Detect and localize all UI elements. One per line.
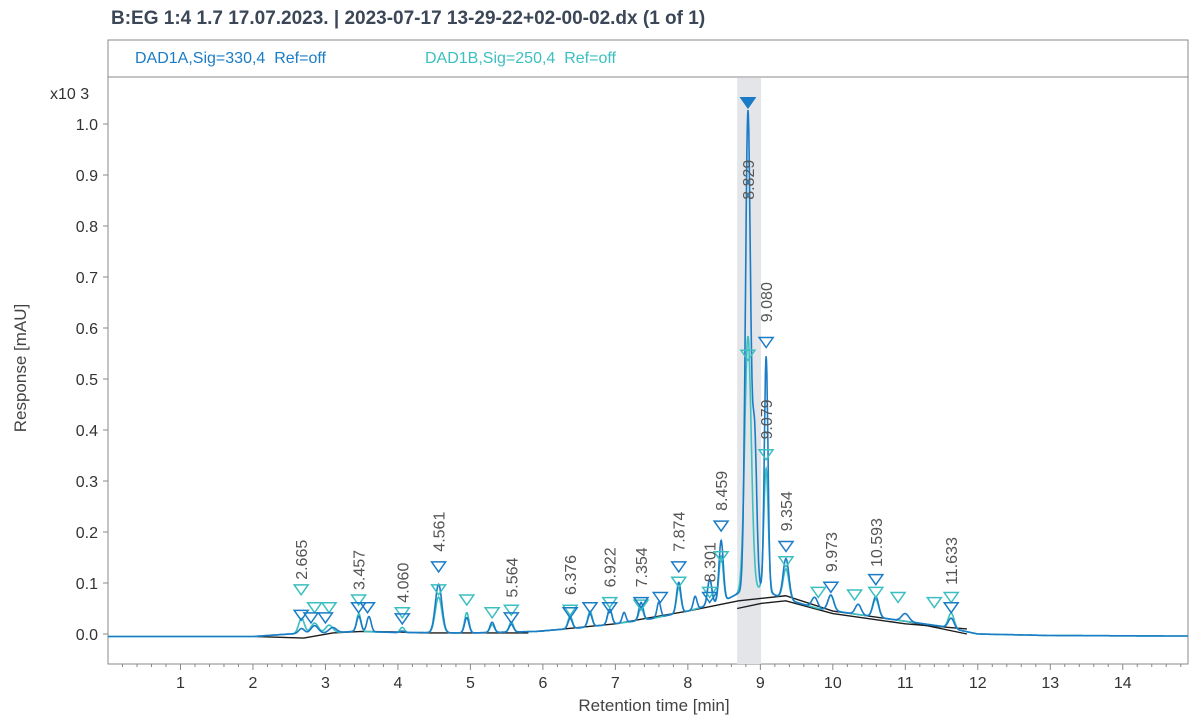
- x-tick-label: 8: [683, 675, 692, 692]
- peak-marker-dad1b[interactable]: [430, 584, 448, 597]
- peak-marker-dad1a[interactable]: [302, 612, 320, 625]
- peak-marker-dad1b[interactable]: [350, 594, 368, 607]
- peak-label: 8.829: [741, 160, 758, 200]
- x-tick-label: 12: [969, 675, 987, 692]
- peak-marker-dad1a[interactable]: [317, 612, 334, 625]
- peak-marker-dad1b[interactable]: [561, 604, 579, 617]
- x-tick-label: 10: [824, 675, 842, 692]
- x-tick-label: 7: [611, 675, 620, 692]
- peak-marker-dad1b[interactable]: [757, 448, 775, 462]
- x-tick-label: 9: [756, 675, 765, 692]
- peak-label: 9.079: [759, 399, 776, 439]
- peak-marker-dad1a[interactable]: [561, 607, 579, 620]
- peak-marker-dad1b[interactable]: [777, 556, 795, 569]
- peak-marker-dad1a[interactable]: [701, 591, 719, 604]
- peak-marker-dad1b[interactable]: [320, 601, 338, 615]
- x-tick-label: 5: [466, 675, 475, 692]
- y-tick-label: 0.6: [76, 321, 98, 338]
- y-axis-label: Response [mAU]: [11, 304, 30, 433]
- peak-marker-dad1b[interactable]: [889, 591, 907, 604]
- peak-label: 9.973: [824, 532, 841, 572]
- peak-marker-dad1a[interactable]: [601, 601, 619, 615]
- peak-marker-dad1b[interactable]: [292, 584, 310, 597]
- peak-label: 4.060: [395, 563, 412, 603]
- peak-marker-dad1b[interactable]: [306, 601, 324, 615]
- peak-marker-dad1a[interactable]: [739, 97, 757, 110]
- x-axis-label: Retention time [min]: [578, 696, 729, 715]
- peak-label: 9.354: [779, 491, 796, 531]
- peak-label: 10.593: [869, 518, 886, 567]
- peak-label: 6.922: [603, 547, 620, 587]
- y-tick-label: 0.7: [76, 270, 98, 287]
- peak-label: 5.564: [504, 557, 521, 597]
- peak-label: 2.665: [294, 540, 311, 580]
- peak-marker-dad1a[interactable]: [502, 612, 520, 625]
- peak-label: 3.457: [352, 550, 369, 590]
- peak-marker-dad1b[interactable]: [393, 607, 411, 620]
- peak-label: 6.376: [563, 555, 580, 595]
- x-tick-label: 14: [1114, 675, 1132, 692]
- legend-entry-dad1a[interactable]: DAD1A,Sig=330,4 Ref=off: [135, 50, 326, 67]
- peak-label: 4.561: [432, 512, 449, 552]
- y-tick-label: 1.0: [76, 117, 98, 134]
- peak-marker-dad1a[interactable]: [757, 336, 775, 349]
- peak-marker-dad1a[interactable]: [822, 581, 840, 594]
- x-tick-label: 1: [176, 675, 185, 692]
- peak-marker-dad1b[interactable]: [502, 604, 520, 617]
- peak-marker-dad1b[interactable]: [739, 349, 757, 362]
- peak-marker-dad1b[interactable]: [846, 589, 864, 602]
- peak-marker-dad1a[interactable]: [359, 601, 376, 615]
- y-tick-label: 0.2: [76, 525, 98, 542]
- peak-marker-dad1b[interactable]: [632, 599, 650, 612]
- peak-marker-dad1a[interactable]: [867, 573, 885, 586]
- peak-marker-dad1a[interactable]: [350, 601, 368, 615]
- peak-label: 11.633: [944, 537, 961, 585]
- plot-frame: [107, 39, 1189, 665]
- peak-marker-dad1b[interactable]: [942, 591, 960, 604]
- peak-marker-dad1a[interactable]: [430, 561, 448, 574]
- peak-marker-dad1b[interactable]: [670, 576, 688, 589]
- peak-marker-dad1a[interactable]: [777, 540, 795, 553]
- peak-marker-dad1b[interactable]: [867, 586, 885, 599]
- chart-title: B:EG 1:4 1.7 17.07.2023. | 2023-07-17 13…: [111, 8, 706, 29]
- x-tick-label: 13: [1041, 675, 1059, 692]
- peak-label: 8.301: [703, 542, 720, 582]
- y-tick-label: 0.0: [76, 627, 98, 644]
- peak-label: 9.080: [759, 282, 776, 322]
- peak-marker-dad1a[interactable]: [670, 561, 688, 574]
- signal-line-dad1b[interactable]: [108, 335, 1188, 638]
- y-tick-label: 0.8: [76, 219, 98, 236]
- peak-marker-dad1a[interactable]: [942, 601, 960, 615]
- peak-marker-dad1a[interactable]: [651, 591, 669, 604]
- peak-marker-dad1b[interactable]: [458, 594, 476, 607]
- peak-label: 8.459: [714, 471, 731, 511]
- peak-marker-dad1a[interactable]: [292, 609, 310, 622]
- peak-label: 7.874: [672, 512, 689, 552]
- integration-baseline: [737, 600, 967, 630]
- y-tick-label: 0.5: [76, 372, 98, 389]
- signal-line-dad1a[interactable]: [108, 110, 1188, 638]
- x-tick-label: 11: [897, 675, 914, 692]
- x-tick-label: 6: [538, 675, 547, 692]
- peak-marker-dad1b[interactable]: [483, 607, 501, 620]
- peak-marker-dad1b[interactable]: [809, 586, 827, 599]
- y-tick-label: 0.9: [76, 168, 98, 185]
- x-tick-label: 4: [393, 675, 402, 692]
- legend-entry-dad1b[interactable]: DAD1B,Sig=250,4 Ref=off: [425, 50, 616, 67]
- peak-marker-dad1a[interactable]: [581, 601, 599, 615]
- y-tick-label: 0.3: [76, 474, 98, 491]
- peak-marker-dad1a[interactable]: [712, 520, 730, 533]
- x-tick-label: 3: [321, 675, 330, 692]
- peak-label: 7.354: [634, 547, 651, 587]
- y-tick-label: 0.4: [76, 423, 98, 440]
- y-tick-label: 0.1: [76, 576, 98, 593]
- peak-marker-dad1a[interactable]: [632, 596, 650, 609]
- peak-marker-dad1a[interactable]: [393, 613, 411, 626]
- peak-marker-dad1b[interactable]: [925, 596, 943, 609]
- peak-marker-dad1b[interactable]: [712, 550, 730, 564]
- x-tick-label: 2: [249, 675, 258, 692]
- y-axis-multiplier: x10 3: [50, 86, 89, 103]
